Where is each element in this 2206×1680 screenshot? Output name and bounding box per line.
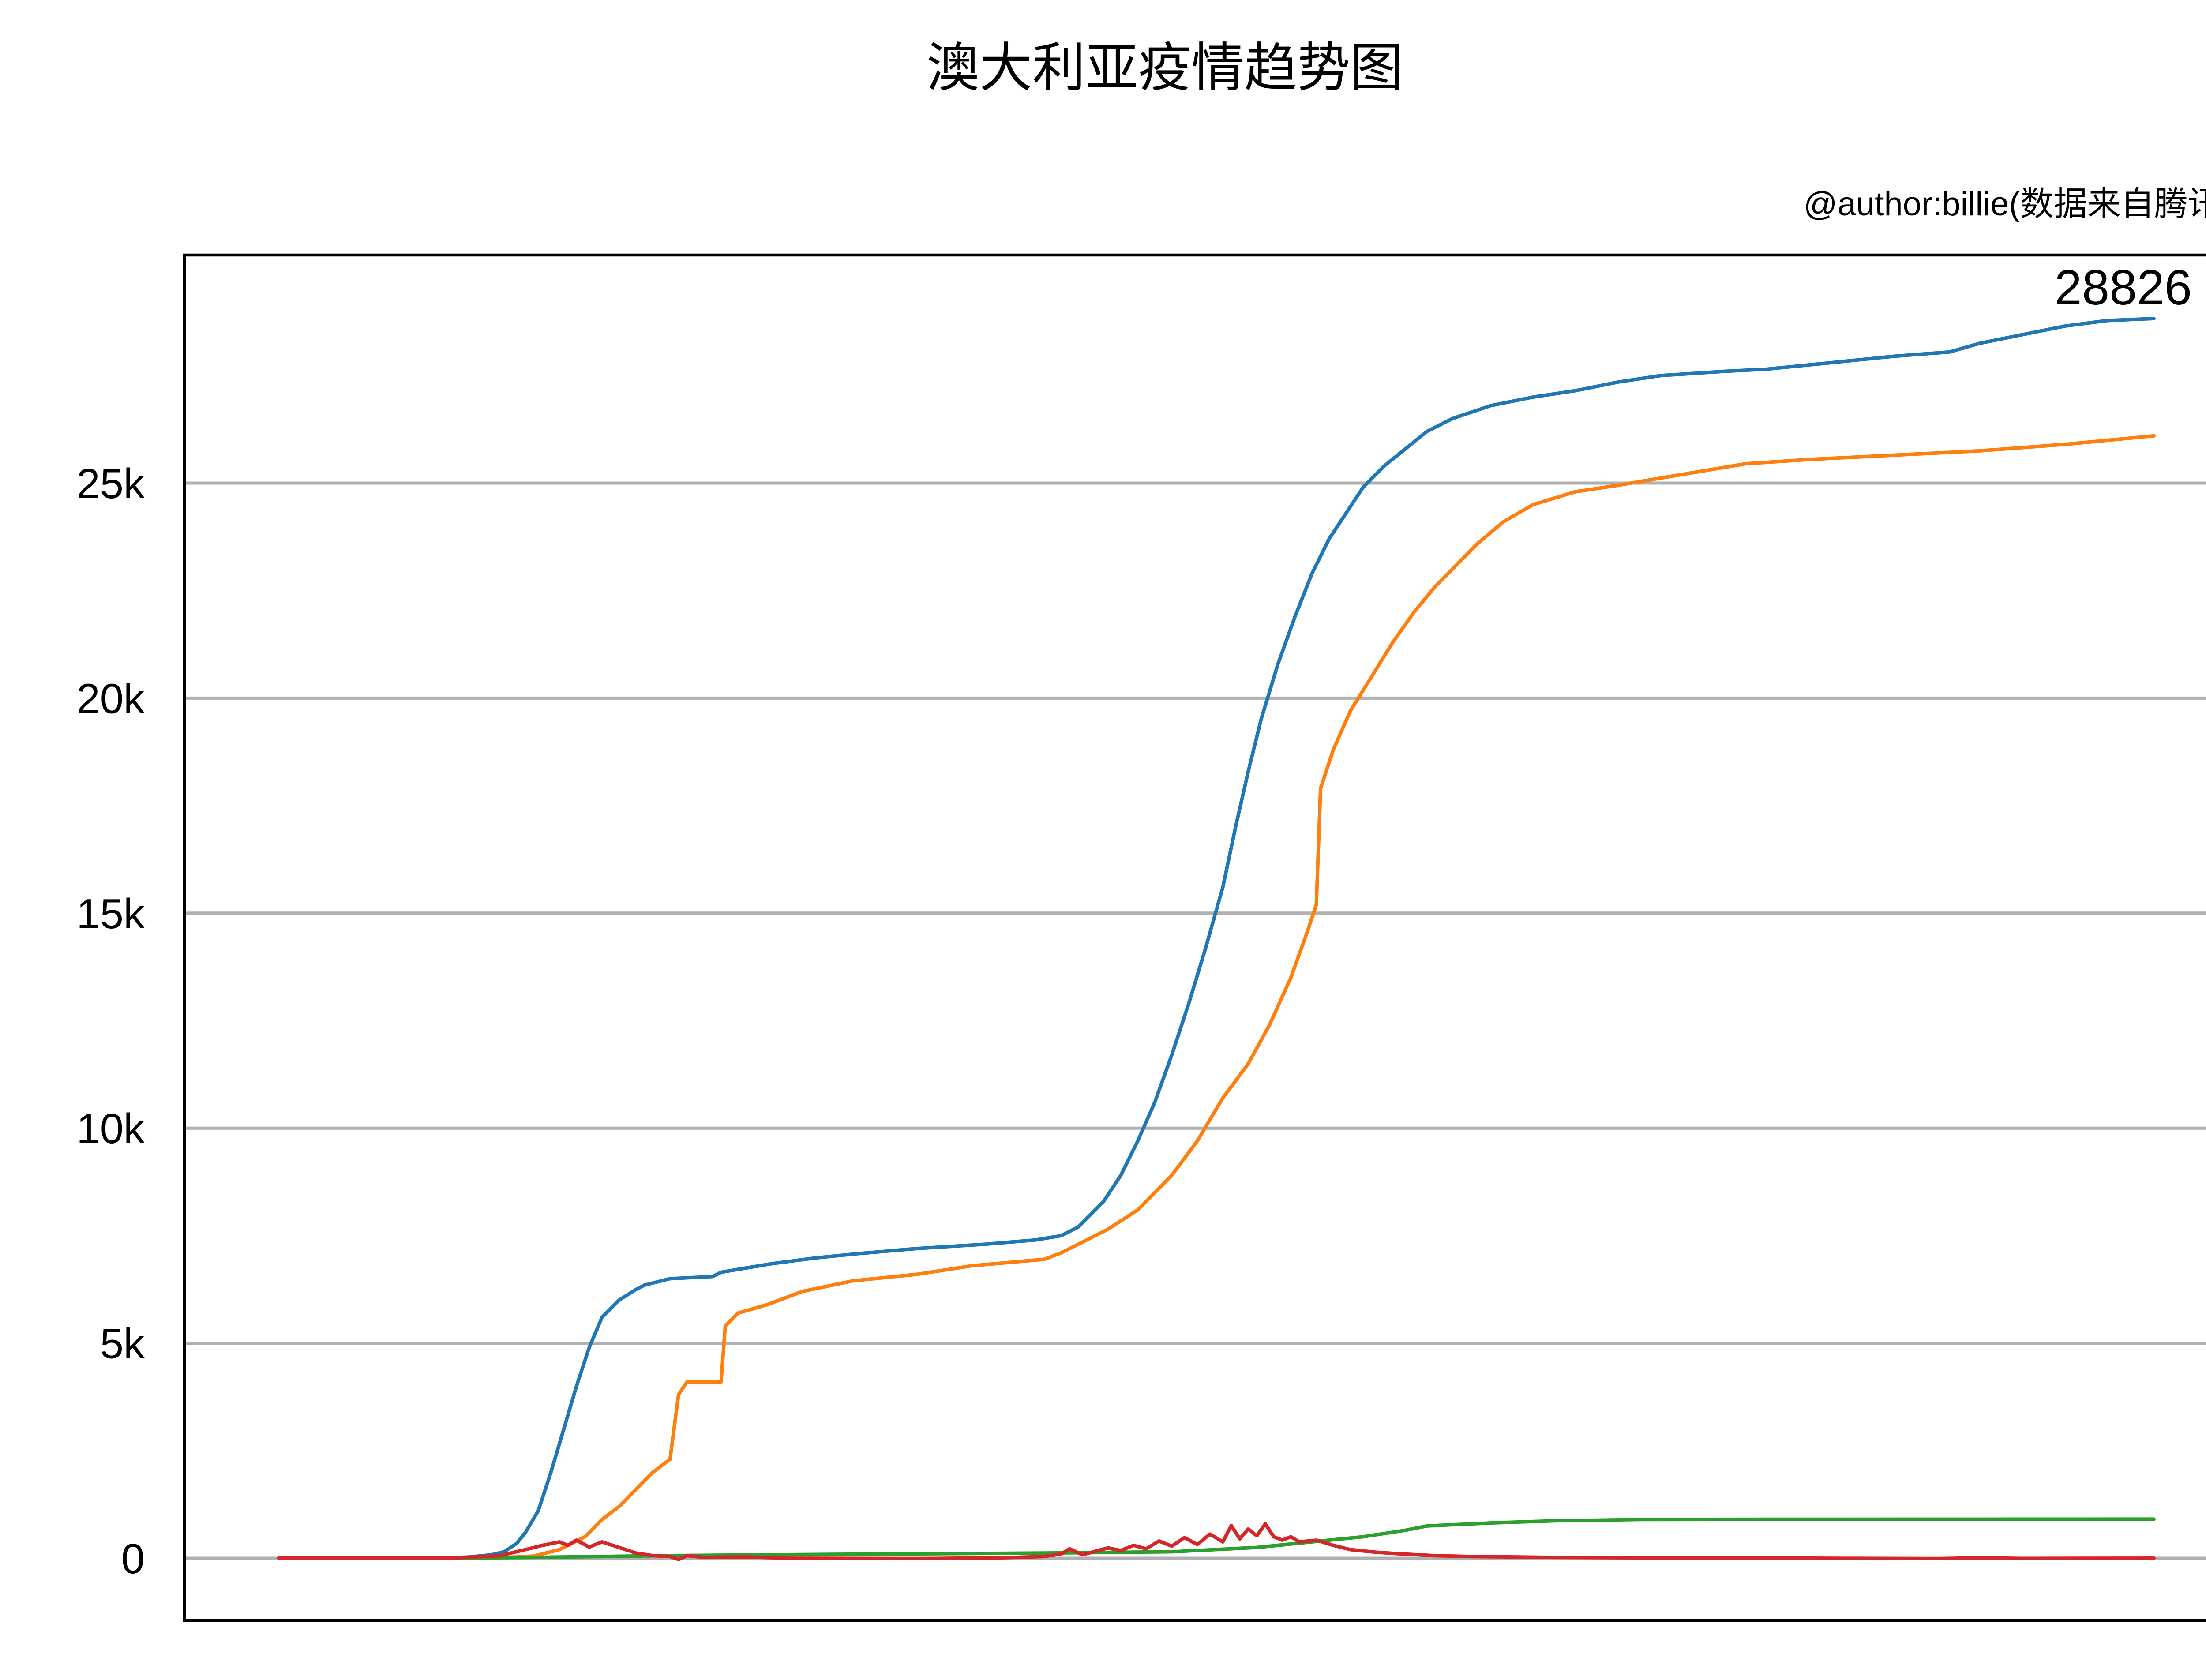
series-line-1	[277, 434, 2156, 1560]
y-tick-label: 20k	[76, 675, 145, 722]
y-tick-label: 5k	[100, 1320, 145, 1368]
y-tick-label: 10k	[76, 1105, 145, 1152]
y-tick-label: 25k	[76, 460, 145, 507]
series-line-3	[277, 1522, 2156, 1561]
chart-subtitle: @author:billie(数据来自腾讯)	[1804, 185, 2206, 223]
y-gridlines	[184, 481, 2206, 1560]
end-value-label: 28826	[2055, 260, 2192, 315]
y-tick-labels: 0 5k 10k 15k 20k 25k	[76, 460, 145, 1582]
series-lines	[277, 317, 2156, 1561]
plot-frame	[183, 253, 2206, 1622]
y-tick-label: 0	[121, 1535, 145, 1582]
series-line-0	[277, 317, 2156, 1560]
y-tick-label: 15k	[76, 890, 145, 938]
series-line-2	[277, 1517, 2156, 1560]
chart-title: 澳大利亚疫情趋势图	[927, 38, 1403, 99]
